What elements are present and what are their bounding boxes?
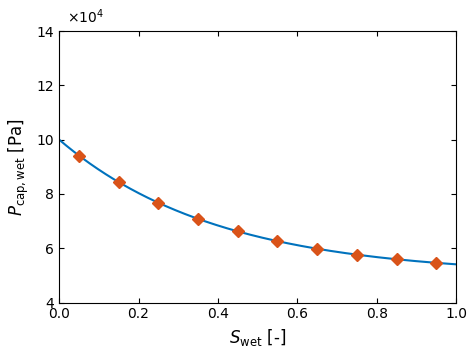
Y-axis label: $P_{\mathrm{cap,wet}}$ [Pa]: $P_{\mathrm{cap,wet}}$ [Pa] xyxy=(7,118,31,216)
X-axis label: $S_{\mathrm{wet}}$ [-]: $S_{\mathrm{wet}}$ [-] xyxy=(229,327,286,348)
Text: $\times 10^4$: $\times 10^4$ xyxy=(67,7,104,26)
